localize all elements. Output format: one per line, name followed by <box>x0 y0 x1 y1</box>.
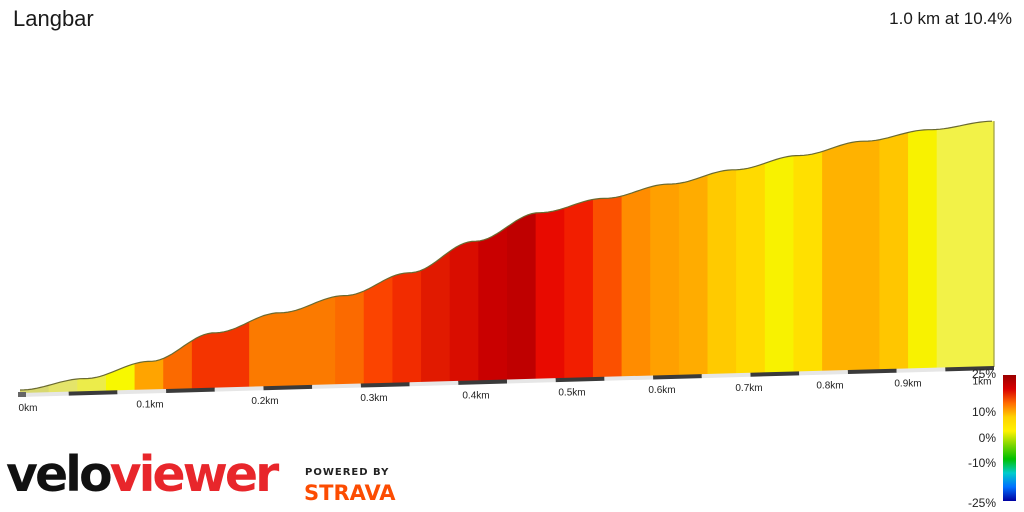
distance-band <box>458 379 508 385</box>
profile-segment <box>564 199 594 379</box>
distance-tick-label: 0.1km <box>136 399 163 410</box>
gradient-legend <box>1003 375 1016 501</box>
distance-tick-label: 1km <box>973 376 992 387</box>
profile-segment <box>936 124 966 369</box>
profile-segment <box>335 290 365 386</box>
profile-segment <box>736 163 766 375</box>
distance-band <box>653 374 702 380</box>
distance-band <box>117 388 167 395</box>
profile-segment <box>249 312 279 388</box>
profile-segment <box>879 132 909 371</box>
segment-title: Langbar <box>13 6 94 31</box>
distance-band <box>360 382 410 388</box>
profile-segment <box>678 174 709 376</box>
legend-label: -25% <box>967 496 996 510</box>
segment-summary: 1.0 km at 10.4% <box>889 9 1012 28</box>
profile-segment <box>163 340 193 391</box>
profile-segment <box>764 155 795 374</box>
profile-segment <box>105 363 136 392</box>
distance-band <box>555 376 605 383</box>
profile-segment <box>134 358 164 391</box>
powered-by-label: POWERED BY <box>305 467 390 478</box>
distance-band <box>263 384 313 391</box>
profile-segment <box>220 321 250 389</box>
profile-outline <box>19 120 995 391</box>
distance-tick-label: 0.8km <box>816 381 843 392</box>
veloviewer-logo: veloviewer <box>6 450 279 499</box>
distance-band <box>214 386 264 392</box>
profile-segment <box>421 250 451 383</box>
profile-segment <box>392 270 422 384</box>
profile-segment <box>650 183 680 377</box>
distance-tick-label: 0.9km <box>894 378 921 389</box>
logo-viewer: viewer <box>109 446 280 503</box>
profile-segment <box>191 332 222 390</box>
legend-label: 0% <box>978 431 996 445</box>
distance-band <box>701 372 751 379</box>
legend-label: -10% <box>967 456 996 470</box>
distance-start-marker <box>18 392 26 397</box>
distance-tick-label: 0.3km <box>360 393 387 404</box>
profile-segment <box>48 378 78 394</box>
distance-labels: 0km 0.1km 0.2km 0.3km 0.4km 0.5km 0.6km 0.7km 0.… <box>19 376 992 413</box>
distance-band <box>312 383 361 389</box>
distance-tick-label: 0.7km <box>735 383 762 394</box>
profile-segment <box>535 207 565 380</box>
distance-band <box>847 368 897 375</box>
distance-band <box>19 391 69 397</box>
profile-segment <box>306 296 336 387</box>
profile-segment <box>965 121 995 368</box>
distance-band <box>604 375 654 381</box>
logo-velo: velo <box>6 446 113 503</box>
profile-segment <box>850 139 881 371</box>
strava-logo: STRAVA <box>304 481 396 505</box>
distance-band <box>409 380 459 387</box>
profile-fill <box>20 121 995 394</box>
distance-band <box>68 390 118 396</box>
profile-segment <box>592 195 623 379</box>
profile-segment <box>621 186 651 378</box>
profile-segment <box>707 169 737 375</box>
distance-tick-label: 0km <box>19 403 38 414</box>
distance-band <box>166 387 215 393</box>
profile-segment <box>908 129 938 370</box>
profile-top-line <box>19 120 993 391</box>
profile-segment <box>449 240 479 383</box>
legend-label: 10% <box>971 405 996 419</box>
distance-band <box>799 370 848 376</box>
profile-segment <box>363 276 394 385</box>
profile-segment <box>277 306 308 387</box>
elevation-profile-chart: 0km 0.1km 0.2km 0.3km 0.4km 0.5km 0.6km 0.7km 0.… <box>18 120 995 414</box>
distance-tick-label: 0.4km <box>462 390 489 401</box>
profile-segment <box>793 151 823 373</box>
legend-label: 25% <box>971 367 996 381</box>
distance-tick-label: 0.2km <box>251 396 278 407</box>
profile-segment <box>507 212 537 381</box>
profile-segment <box>77 374 107 393</box>
distance-band <box>750 371 800 377</box>
distance-band <box>896 367 946 373</box>
profile-segment <box>478 226 508 382</box>
distance-band <box>945 366 995 372</box>
distance-tick-label: 0.5km <box>558 388 585 399</box>
profile-segment <box>822 142 852 372</box>
distance-axis <box>18 366 995 397</box>
distance-tick-label: 0.6km <box>648 385 675 396</box>
distance-band <box>506 378 556 384</box>
